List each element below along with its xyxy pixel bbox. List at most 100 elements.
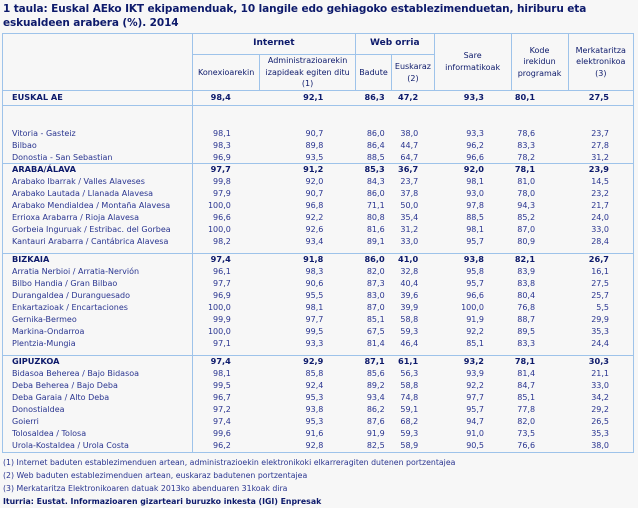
- cell-value: 92,2: [305, 212, 324, 222]
- cell-value: 38,0: [568, 439, 635, 452]
- header-administrazioa: Administrazioarekin izapideak egiten dit…: [259, 54, 356, 91]
- cell-value: 93,0: [466, 188, 484, 198]
- cell-value: 90,6: [305, 278, 324, 288]
- header-kode: Kode irekidun programak: [510, 33, 569, 91]
- cell-value: 91,0: [466, 429, 484, 439]
- footnote-2: (2) Web baduten establezimenduen artean,…: [3, 470, 308, 480]
- cell-value: 74,8: [400, 393, 419, 403]
- row-label: Kantauri Arabarra / Cantábrica Alavesa: [2, 235, 193, 248]
- cell-value: 26,5: [568, 415, 635, 428]
- row-label: Arratia Nerbioi / Arratia-Nervión: [2, 265, 193, 278]
- cell-value: 77,8: [517, 405, 536, 415]
- cell-value: 86,0: [355, 253, 392, 266]
- cell-value: 98,1: [466, 224, 484, 234]
- cell-value: 25,7: [568, 289, 635, 302]
- cell-value: [192, 451, 260, 453]
- row-label: Donostialdea: [2, 403, 193, 416]
- cell-value: 92,6: [305, 224, 324, 234]
- cell-value: 80,8: [366, 212, 385, 222]
- cell-value: 96,2: [213, 441, 231, 451]
- cell-value: 98,3: [213, 140, 231, 150]
- cell-value: 97,4: [192, 253, 260, 266]
- cell-value: 97,7: [305, 314, 324, 324]
- cell-value: 100,0: [207, 302, 231, 312]
- cell-value: 67,5: [366, 326, 385, 336]
- row-region: Arratia Nerbioi / Arratia-Nervión 96,1 98,…: [2, 265, 635, 278]
- cell-value: 87,0: [366, 302, 385, 312]
- cell-value: [434, 451, 511, 453]
- cell-value: 87,3: [366, 278, 385, 288]
- header-group-internet: Internet: [191, 33, 356, 55]
- cell-value: 90,7: [305, 188, 324, 198]
- cell-value: 99,5: [213, 381, 231, 391]
- cell-value: 93,3: [466, 128, 484, 138]
- table-title: 1 taula: Euskal AEko IKT ekipamenduak, 1…: [3, 3, 587, 29]
- cell-value: 83,8: [517, 278, 536, 288]
- cell-value: 44,7: [400, 140, 419, 150]
- cell-value: 92,2: [466, 381, 484, 391]
- cell-value: 58,9: [400, 441, 419, 451]
- cell-value: [568, 451, 635, 453]
- cell-value: 31,2: [568, 151, 635, 164]
- row-label: [2, 451, 193, 453]
- cell-value: 91,9: [366, 429, 385, 439]
- cell-value: 98,1: [213, 369, 231, 379]
- cell-value: 32,8: [400, 266, 419, 276]
- row-label: [2, 247, 193, 254]
- cell-value: 73,5: [517, 429, 536, 439]
- footnote-3: (3) Merkataritza Elektronikoaren datuak …: [3, 483, 288, 493]
- cell-value: 96,7: [213, 393, 231, 403]
- cell-value: 92,8: [305, 441, 324, 451]
- header-group-web: Web orria: [354, 33, 435, 55]
- cell-value: 78,6: [517, 128, 536, 138]
- cell-value: 33,0: [400, 236, 419, 246]
- cell-value: 91,8: [259, 253, 356, 266]
- cell-value: 92,0: [434, 163, 511, 176]
- footnote-1: (1) Internet baduten establezimenduen ar…: [3, 457, 456, 467]
- cell-value: 91,6: [305, 429, 324, 439]
- cell-value: 86,0: [366, 128, 385, 138]
- row-province-araba: ARABA/ÁLAVA 97,7 91,2 85,3 36,7 92,0 78,1 23,9: [2, 163, 635, 176]
- row-label: Markina-Ondarroa: [2, 325, 193, 338]
- cell-value: 33,0: [568, 379, 635, 392]
- row-capital: Bilbao 98,3 89,8 86,4 44,7 96,2 83,3 27,8: [2, 139, 635, 152]
- cell-value: 85,1: [466, 338, 484, 348]
- cell-value: 29,9: [568, 313, 635, 326]
- row-label: BIZKAIA: [2, 253, 193, 266]
- cell-value: 58,8: [400, 314, 419, 324]
- cell-value: 16,1: [568, 265, 635, 278]
- cell-value: 82,5: [366, 441, 385, 451]
- cell-value: 85,1: [366, 314, 385, 324]
- cell-value: 14,5: [568, 175, 635, 188]
- cell-value: 71,1: [366, 200, 385, 210]
- cell-value: 21,7: [568, 199, 635, 212]
- row-region: Kantauri Arabarra / Cantábrica Alavesa 98…: [2, 235, 635, 248]
- spacer-row: [2, 105, 635, 128]
- cell-value: 97,7: [192, 163, 260, 176]
- cell-value: 78,1: [511, 163, 569, 176]
- cell-value: 96,1: [213, 266, 231, 276]
- row-region: Donostialdea 97,2 93,8 86,2 59,1 95,7 77,8 29,2: [2, 403, 635, 416]
- cell-value: 95,8: [466, 266, 484, 276]
- cell-value: 47,2: [391, 90, 435, 106]
- cell-value: 95,3: [305, 417, 324, 427]
- cell-value: 93,8: [434, 253, 511, 266]
- cell-value: 86,2: [366, 405, 385, 415]
- cell-value: [355, 451, 392, 453]
- row-region: Bilbo Handia / Gran Bilbao 97,7 90,6 87,3 40…: [2, 277, 635, 290]
- cell-value: 68,2: [400, 417, 419, 427]
- cell-value: 98,3: [305, 266, 324, 276]
- cell-value: 87,0: [517, 224, 536, 234]
- cell-value: 82,1: [511, 253, 569, 266]
- cell-value: 39,6: [400, 290, 419, 300]
- row-label: Deba Garaia / Alto Deba: [2, 391, 193, 404]
- cell-value: 100,0: [461, 302, 484, 312]
- cell-value: 93,3: [305, 338, 324, 348]
- cell-value: 95,7: [466, 405, 484, 415]
- row-region: Enkartazioak / Encartaciones 100,0 98,1 87,…: [2, 301, 635, 314]
- row-province-gipuzkoa: GIPUZKOA 97,4 92,9 87,1 61,1 93,2 78,1 30,3: [2, 355, 635, 368]
- cell-value: 88,5: [466, 212, 484, 222]
- cell-value: [434, 105, 511, 128]
- row-label: Gernika-Bermeo: [2, 313, 193, 326]
- cell-value: 96,9: [213, 290, 231, 300]
